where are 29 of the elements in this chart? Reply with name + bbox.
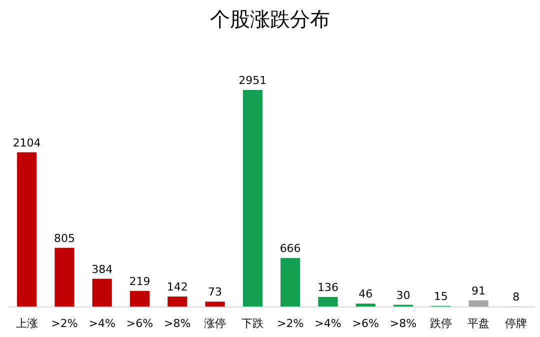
- x-tick-label: >8%: [164, 317, 191, 330]
- x-tick-label: 停牌: [505, 317, 528, 330]
- data-label: 136: [317, 281, 338, 294]
- data-label: 142: [166, 280, 188, 294]
- x-tick-label: 跌停: [430, 317, 452, 330]
- data-label: 2104: [12, 136, 41, 150]
- x-tick-label: >6%: [352, 317, 379, 330]
- data-label: 805: [54, 232, 75, 245]
- x-tick-label: >4%: [88, 317, 116, 330]
- x-tick-label: 涨停: [204, 317, 226, 330]
- data-label: 30: [396, 288, 410, 302]
- data-label: 8: [512, 290, 520, 304]
- x-tick-label: >6%: [126, 317, 154, 330]
- data-label: 384: [92, 262, 113, 276]
- x-tick-label: 上涨: [16, 317, 38, 330]
- x-tick-label: 下跌: [242, 317, 264, 330]
- x-tick-label: >8%: [390, 317, 417, 330]
- data-label: 73: [208, 286, 222, 299]
- x-tick-label: 平盘: [468, 317, 490, 330]
- x-tick-label: >2%: [51, 317, 78, 330]
- chart-title: 个股涨跌分布: [210, 9, 330, 31]
- x-tick-label: >2%: [276, 317, 304, 330]
- data-label: 46: [358, 288, 373, 301]
- x-tick-label: >4%: [314, 317, 342, 330]
- data-label: 219: [129, 274, 150, 288]
- data-label: 15: [434, 290, 448, 303]
- data-label: 666: [280, 242, 301, 256]
- data-label: 2951: [238, 74, 267, 87]
- data-label: 91: [472, 284, 486, 298]
